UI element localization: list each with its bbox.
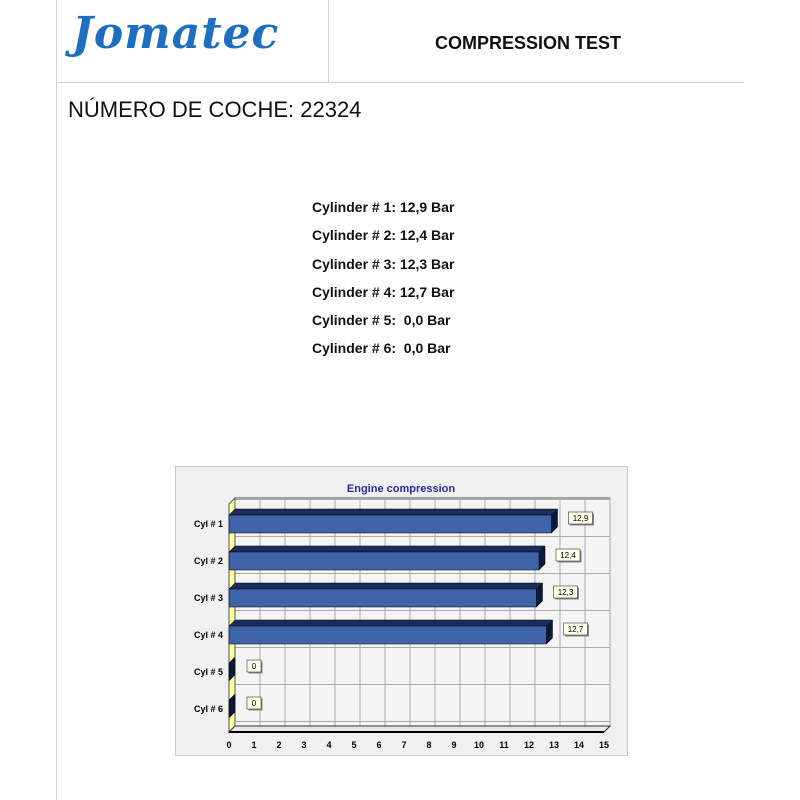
bar-side [228, 656, 236, 682]
x-tick-label: 4 [326, 740, 331, 750]
bar-side [228, 693, 236, 719]
reading-1: Cylinder # 1: 12,9 Bar [312, 199, 455, 215]
reading-2: Cylinder # 2: 12,4 Bar [312, 227, 455, 244]
x-tick-label: 1 [251, 740, 256, 750]
y-tick-label: Cyl # 6 [194, 704, 223, 714]
x-tick-label: 10 [474, 740, 484, 750]
data-label-box [246, 659, 262, 673]
data-label: 0 [252, 699, 257, 708]
data-label: 12,7 [568, 625, 584, 634]
x-tick-label: 14 [574, 740, 584, 750]
chart-title: Engine compression [347, 483, 455, 495]
logo: Jomatec [72, 8, 280, 59]
bar-top [228, 582, 544, 590]
y-tick-label: Cyl # 2 [194, 556, 223, 566]
x-tick-label: 7 [401, 740, 406, 750]
x-tick-label: 3 [301, 740, 306, 750]
reading-6: Cylinder # 6: 0,0 Bar [312, 340, 451, 357]
data-label-box [246, 696, 262, 710]
x-tick-label: 8 [426, 740, 431, 750]
data-label: 12,9 [573, 514, 589, 523]
y-tick-label: Cyl # 1 [194, 519, 223, 529]
reading-5: Cylinder # 5: 0,0 Bar [312, 312, 451, 329]
bar-top [228, 619, 554, 627]
page-title: COMPRESSION TEST [435, 33, 622, 53]
x-tick-label: 13 [549, 740, 559, 750]
cylinder-readings: Cylinder # 1: 12,9 Bar Cylinder # 2: 12,… [312, 199, 454, 369]
x-tick-label: 5 [351, 740, 356, 750]
bar [228, 625, 547, 645]
data-label-box [553, 585, 578, 599]
data-label: 12,3 [558, 588, 574, 597]
y-tick-label: Cyl # 5 [194, 667, 223, 677]
bar [228, 551, 540, 571]
y-tick-label: Cyl # 4 [194, 630, 223, 640]
data-label-box [563, 622, 588, 636]
bar [228, 588, 537, 608]
header-divider [56, 82, 744, 83]
bar-top [228, 508, 559, 516]
bar [228, 514, 552, 534]
x-tick-label: 9 [451, 740, 456, 750]
data-label-box [555, 548, 581, 562]
car-number: NÚMERO DE COCHE: 22324 [68, 97, 362, 122]
x-tick-label: 6 [376, 740, 381, 750]
reading-3: Cylinder # 3: 12,3 Bar [312, 255, 455, 272]
data-label: 12,4 [560, 551, 576, 560]
data-label: 0 [252, 662, 257, 671]
bar-top [228, 545, 546, 553]
x-tick-label: 15 [599, 740, 609, 750]
x-tick-label: 12 [524, 740, 534, 750]
header-separator [328, 0, 329, 82]
x-tick-label: 0 [226, 740, 231, 750]
page-border-left [56, 0, 57, 800]
reading-4: Cylinder # 4: 12,7 Bar [312, 283, 455, 300]
y-tick-label: Cyl # 3 [194, 593, 223, 603]
data-label-box [568, 511, 593, 525]
x-tick-label: 11 [499, 740, 509, 750]
x-tick-label: 2 [276, 740, 281, 750]
